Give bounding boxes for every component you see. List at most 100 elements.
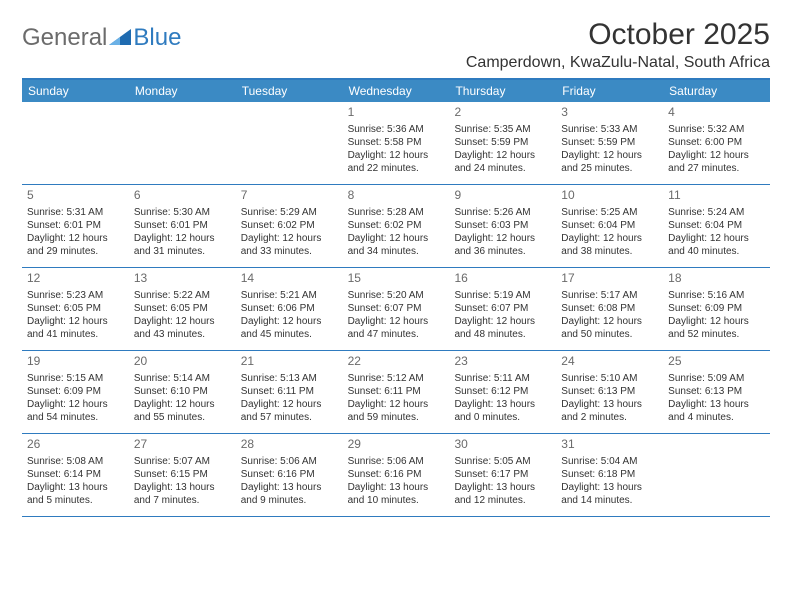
day-number: 29: [348, 437, 445, 453]
day-header-row: SundayMondayTuesdayWednesdayThursdayFrid…: [22, 80, 770, 102]
day-cell: 7Sunrise: 5:29 AMSunset: 6:02 PMDaylight…: [236, 185, 343, 267]
sunset-line: Sunset: 5:58 PM: [348, 136, 445, 149]
day-cell: 22Sunrise: 5:12 AMSunset: 6:11 PMDayligh…: [343, 351, 450, 433]
day-number: 19: [27, 354, 124, 370]
daylight-line: Daylight: 12 hours and 34 minutes.: [348, 232, 445, 258]
sunrise-line: Sunrise: 5:14 AM: [134, 372, 231, 385]
day-number: 8: [348, 188, 445, 204]
sunset-line: Sunset: 6:13 PM: [561, 385, 658, 398]
daylight-line: Daylight: 12 hours and 57 minutes.: [241, 398, 338, 424]
day-number: 30: [454, 437, 551, 453]
daylight-line: Daylight: 12 hours and 50 minutes.: [561, 315, 658, 341]
daylight-line: Daylight: 12 hours and 36 minutes.: [454, 232, 551, 258]
day-number: 18: [668, 271, 765, 287]
sunset-line: Sunset: 6:11 PM: [241, 385, 338, 398]
sunset-line: Sunset: 6:15 PM: [134, 468, 231, 481]
day-cell: 13 Sunrise: 5:22 AMSunset: 6:05 PMDayligh…: [129, 268, 236, 350]
day-cell: [22, 102, 129, 184]
day-header-cell: Wednesday: [343, 80, 450, 102]
day-number: 13: [134, 271, 231, 287]
day-cell: 20Sunrise: 5:14 AMSunset: 6:10 PMDayligh…: [129, 351, 236, 433]
sunrise-line: Sunrise: 5:31 AM: [27, 206, 124, 219]
sunrise-line: Sunrise: 5:07 AM: [134, 455, 231, 468]
sunset-line: Sunset: 6:05 PM: [134, 302, 231, 315]
week-row: 26Sunrise: 5:08 AMSunset: 6:14 PMDayligh…: [22, 434, 770, 517]
calendar-table: SundayMondayTuesdayWednesdayThursdayFrid…: [22, 78, 770, 517]
day-number: 7: [241, 188, 338, 204]
sunrise-line: Sunrise: 5:30 AM: [134, 206, 231, 219]
sunrise-line: Sunrise: 5:20 AM: [348, 289, 445, 302]
day-cell: 4Sunrise: 5:32 AMSunset: 6:00 PMDaylight…: [663, 102, 770, 184]
sunrise-line: Sunrise: 5:23 AM: [27, 289, 124, 302]
day-cell: [663, 434, 770, 516]
sunrise-line: Sunrise: 5:21 AM: [241, 289, 338, 302]
daylight-line: Daylight: 12 hours and 55 minutes.: [134, 398, 231, 424]
sunrise-line: Sunrise: 5:29 AM: [241, 206, 338, 219]
brand-text-1: General: [22, 24, 107, 52]
calendar-page: General Blue October 2025 Camperdown, Kw…: [0, 0, 792, 612]
sunset-line: Sunset: 6:09 PM: [27, 385, 124, 398]
day-number: 14: [241, 271, 338, 287]
day-number: 12: [27, 271, 124, 287]
daylight-line: Daylight: 12 hours and 25 minutes.: [561, 149, 658, 175]
sunset-line: Sunset: 6:16 PM: [241, 468, 338, 481]
sunrise-line: Sunrise: 5:28 AM: [348, 206, 445, 219]
daylight-line: Daylight: 12 hours and 41 minutes.: [27, 315, 124, 341]
sunset-line: Sunset: 6:00 PM: [668, 136, 765, 149]
day-number: 21: [241, 354, 338, 370]
day-cell: 25Sunrise: 5:09 AMSunset: 6:13 PMDayligh…: [663, 351, 770, 433]
sunrise-line: Sunrise: 5:12 AM: [348, 372, 445, 385]
daylight-line: Daylight: 12 hours and 33 minutes.: [241, 232, 338, 258]
daylight-line: Daylight: 13 hours and 9 minutes.: [241, 481, 338, 507]
sunrise-line: Sunrise: 5:05 AM: [454, 455, 551, 468]
daylight-line: Daylight: 12 hours and 38 minutes.: [561, 232, 658, 258]
sunrise-line: Sunrise: 5:35 AM: [454, 123, 551, 136]
daylight-line: Daylight: 13 hours and 7 minutes.: [134, 481, 231, 507]
day-cell: 23Sunrise: 5:11 AMSunset: 6:12 PMDayligh…: [449, 351, 556, 433]
day-cell: 16Sunrise: 5:19 AMSunset: 6:07 PMDayligh…: [449, 268, 556, 350]
weeks-container: 1Sunrise: 5:36 AMSunset: 5:58 PMDaylight…: [22, 102, 770, 517]
sunset-line: Sunset: 6:06 PM: [241, 302, 338, 315]
daylight-line: Daylight: 12 hours and 45 minutes.: [241, 315, 338, 341]
day-cell: 19Sunrise: 5:15 AMSunset: 6:09 PMDayligh…: [22, 351, 129, 433]
day-header-cell: Sunday: [22, 80, 129, 102]
page-header: General Blue October 2025 Camperdown, Kw…: [22, 18, 770, 72]
sunrise-line: Sunrise: 5:09 AM: [668, 372, 765, 385]
sunrise-line: Sunrise: 5:04 AM: [561, 455, 658, 468]
daylight-line: Daylight: 12 hours and 24 minutes.: [454, 149, 551, 175]
sunset-line: Sunset: 6:09 PM: [668, 302, 765, 315]
sunrise-line: Sunrise: 5:22 AM: [134, 289, 231, 302]
day-cell: 10Sunrise: 5:25 AMSunset: 6:04 PMDayligh…: [556, 185, 663, 267]
day-number: 26: [27, 437, 124, 453]
day-header-cell: Saturday: [663, 80, 770, 102]
sunrise-line: Sunrise: 5:06 AM: [241, 455, 338, 468]
day-number: 22: [348, 354, 445, 370]
day-cell: [236, 102, 343, 184]
daylight-line: Daylight: 13 hours and 4 minutes.: [668, 398, 765, 424]
day-cell: 27Sunrise: 5:07 AMSunset: 6:15 PMDayligh…: [129, 434, 236, 516]
day-header-cell: Friday: [556, 80, 663, 102]
daylight-line: Daylight: 13 hours and 0 minutes.: [454, 398, 551, 424]
sunrise-line: Sunrise: 5:25 AM: [561, 206, 658, 219]
daylight-line: Daylight: 12 hours and 27 minutes.: [668, 149, 765, 175]
sunrise-line: Sunrise: 5:26 AM: [454, 206, 551, 219]
week-row: 12Sunrise: 5:23 AMSunset: 6:05 PMDayligh…: [22, 268, 770, 351]
sunrise-line: Sunrise: 5:19 AM: [454, 289, 551, 302]
sunrise-line: Sunrise: 5:16 AM: [668, 289, 765, 302]
day-cell: 18Sunrise: 5:16 AMSunset: 6:09 PMDayligh…: [663, 268, 770, 350]
daylight-line: Daylight: 13 hours and 2 minutes.: [561, 398, 658, 424]
daylight-line: Daylight: 13 hours and 12 minutes.: [454, 481, 551, 507]
daylight-line: Daylight: 12 hours and 47 minutes.: [348, 315, 445, 341]
day-cell: 26Sunrise: 5:08 AMSunset: 6:14 PMDayligh…: [22, 434, 129, 516]
day-number: 1: [348, 105, 445, 121]
sunset-line: Sunset: 6:04 PM: [561, 219, 658, 232]
sunset-line: Sunset: 5:59 PM: [561, 136, 658, 149]
day-number: 4: [668, 105, 765, 121]
daylight-line: Daylight: 12 hours and 54 minutes.: [27, 398, 124, 424]
day-cell: 2Sunrise: 5:35 AMSunset: 5:59 PMDaylight…: [449, 102, 556, 184]
daylight-line: Daylight: 12 hours and 59 minutes.: [348, 398, 445, 424]
day-cell: 31Sunrise: 5:04 AMSunset: 6:18 PMDayligh…: [556, 434, 663, 516]
week-row: 19Sunrise: 5:15 AMSunset: 6:09 PMDayligh…: [22, 351, 770, 434]
day-cell: 3Sunrise: 5:33 AMSunset: 5:59 PMDaylight…: [556, 102, 663, 184]
daylight-line: Daylight: 12 hours and 43 minutes.: [134, 315, 231, 341]
